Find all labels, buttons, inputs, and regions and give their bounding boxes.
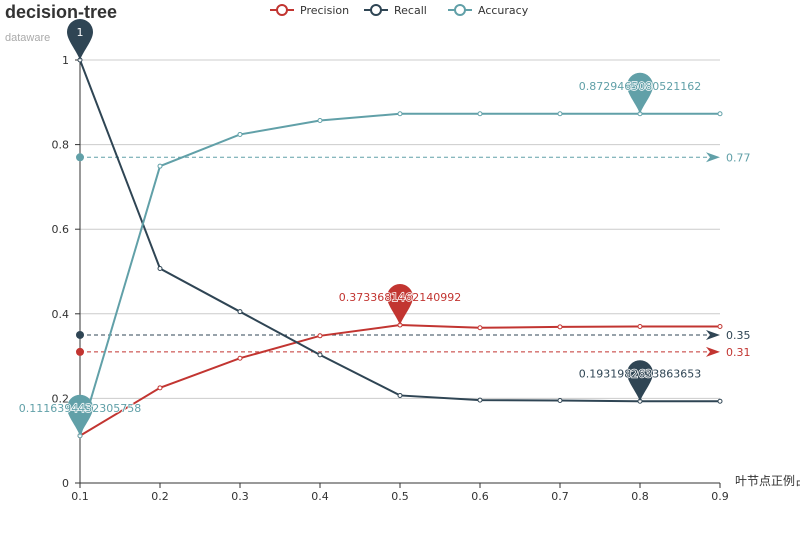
data-point-accuracy [238, 132, 242, 136]
average-line-label: 0.77 [726, 151, 751, 164]
data-point-accuracy [718, 112, 722, 116]
legend-item-recall: Recall [394, 4, 427, 17]
data-point-accuracy [158, 164, 162, 168]
legend-item-accuracy: Accuracy [478, 4, 529, 17]
data-point-recall [398, 393, 402, 397]
legend-swatch-marker [277, 5, 287, 15]
max-pin-label: 1 [77, 26, 84, 39]
x-tick-label: 0.9 [711, 490, 729, 503]
data-point-accuracy [558, 112, 562, 116]
legend-swatch-marker [371, 5, 381, 15]
average-line-arrow [706, 152, 720, 162]
data-point-accuracy [398, 112, 402, 116]
x-tick-label: 0.8 [631, 490, 649, 503]
data-point-precision [318, 334, 322, 338]
y-tick-label: 0 [62, 477, 69, 490]
max-pin-label: 0.3733681462140992 [339, 291, 461, 304]
data-point-recall [478, 398, 482, 402]
data-point-accuracy [318, 118, 322, 122]
min-pin-label: 0.1931982633863653 [579, 367, 701, 380]
series-line-accuracy [80, 114, 720, 436]
legend-item-precision: Precision [300, 4, 349, 17]
data-point-precision [558, 325, 562, 329]
min-pin-label: 0.1116394432305758 [19, 402, 141, 415]
x-tick-label: 0.6 [471, 490, 489, 503]
y-tick-label: 0.6 [52, 223, 70, 236]
data-point-precision [718, 324, 722, 328]
data-point-recall [718, 399, 722, 403]
data-point-accuracy [478, 112, 482, 116]
data-point-recall [158, 267, 162, 271]
x-tick-label: 0.2 [151, 490, 169, 503]
data-point-recall [318, 353, 322, 357]
series-line-recall [80, 60, 720, 401]
x-tick-label: 0.5 [391, 490, 409, 503]
data-point-recall [558, 399, 562, 403]
legend-swatch-marker [455, 5, 465, 15]
data-point-precision [238, 356, 242, 360]
y-tick-label: 0.4 [52, 308, 70, 321]
data-point-precision [638, 324, 642, 328]
max-pin-label: 0.8729465080521162 [579, 80, 701, 93]
y-tick-label: 1 [62, 54, 69, 67]
x-tick-label: 0.3 [231, 490, 249, 503]
x-tick-label: 0.7 [551, 490, 569, 503]
data-point-precision [478, 326, 482, 330]
x-axis-label: 叶节点正例占 [735, 473, 800, 488]
average-line-label: 0.31 [726, 346, 751, 359]
x-tick-label: 0.1 [71, 490, 89, 503]
average-line-arrow [706, 330, 720, 340]
x-tick-label: 0.4 [311, 490, 329, 503]
data-point-recall [238, 310, 242, 314]
series-line-precision [80, 325, 720, 436]
y-tick-label: 0.8 [52, 139, 70, 152]
average-line-arrow [706, 347, 720, 357]
data-point-precision [158, 386, 162, 390]
average-line-label: 0.35 [726, 329, 751, 342]
